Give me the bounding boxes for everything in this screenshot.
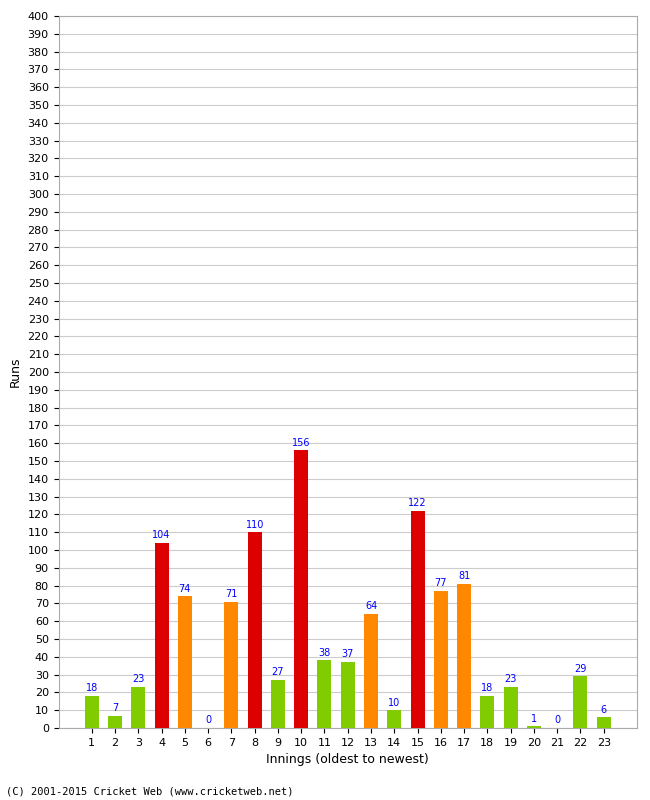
Bar [457,584,471,728]
Bar [480,696,495,728]
Bar [294,450,308,728]
Text: 10: 10 [388,698,400,707]
Bar [527,726,541,728]
Bar [317,660,332,728]
Bar [155,543,168,728]
Text: 110: 110 [246,519,264,530]
Text: 81: 81 [458,571,470,581]
Text: 1: 1 [531,714,537,723]
Bar [108,715,122,728]
Bar [597,718,611,728]
Text: 74: 74 [179,584,191,594]
Text: (C) 2001-2015 Cricket Web (www.cricketweb.net): (C) 2001-2015 Cricket Web (www.cricketwe… [6,786,294,796]
Bar [341,662,355,728]
Text: 27: 27 [272,667,284,678]
Bar [271,680,285,728]
Bar [248,532,262,728]
Text: 18: 18 [86,683,98,694]
Bar [434,591,448,728]
Text: 71: 71 [225,589,238,599]
Bar [84,696,99,728]
Text: 29: 29 [574,664,587,674]
Bar [131,687,146,728]
Text: 77: 77 [435,578,447,588]
Bar [573,676,588,728]
Bar [364,614,378,728]
Bar [411,511,424,728]
Text: 156: 156 [292,438,311,448]
Text: 0: 0 [205,715,211,726]
Text: 7: 7 [112,703,118,713]
Text: 37: 37 [341,650,354,659]
Bar [387,710,401,728]
Bar [224,602,239,728]
Bar [504,687,517,728]
Y-axis label: Runs: Runs [9,357,22,387]
Text: 104: 104 [152,530,171,540]
Text: 6: 6 [601,705,607,714]
Text: 23: 23 [504,674,517,684]
Text: 0: 0 [554,715,560,726]
Bar [178,596,192,728]
Text: 38: 38 [318,648,331,658]
Text: 18: 18 [481,683,493,694]
Text: 64: 64 [365,602,377,611]
X-axis label: Innings (oldest to newest): Innings (oldest to newest) [266,754,429,766]
Text: 122: 122 [408,498,427,508]
Text: 23: 23 [132,674,144,684]
